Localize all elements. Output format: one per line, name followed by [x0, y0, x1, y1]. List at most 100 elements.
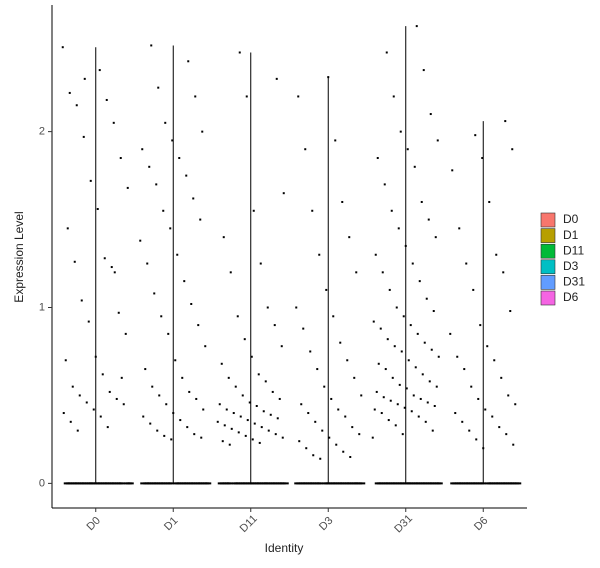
point [355, 271, 358, 274]
x-tick-label: D31 [392, 513, 415, 536]
point [498, 426, 501, 429]
point [404, 244, 407, 247]
point [506, 482, 513, 485]
point [171, 139, 174, 142]
point [248, 401, 251, 404]
point [178, 157, 181, 160]
point [399, 130, 402, 133]
point [172, 412, 175, 415]
point [84, 482, 91, 485]
point [382, 396, 385, 399]
point [62, 412, 65, 415]
point [486, 345, 489, 348]
point [312, 454, 315, 457]
point [297, 95, 300, 98]
point [392, 95, 395, 98]
point [201, 130, 204, 133]
point [87, 320, 90, 323]
point [431, 429, 434, 432]
point [64, 359, 67, 362]
point [401, 433, 404, 436]
point [186, 426, 189, 429]
point [181, 376, 184, 379]
point [420, 200, 423, 203]
point [155, 183, 158, 186]
point [275, 77, 278, 80]
point [204, 345, 207, 348]
legend-label: D1 [563, 228, 579, 242]
point [328, 436, 331, 439]
point [173, 482, 180, 485]
point [164, 482, 171, 485]
point [513, 482, 520, 485]
point [421, 373, 424, 376]
point [252, 482, 259, 485]
point [93, 482, 100, 485]
point [227, 376, 230, 379]
point [253, 422, 256, 425]
point [318, 253, 321, 256]
point [232, 412, 235, 415]
point [385, 51, 388, 54]
point [458, 227, 461, 230]
point [491, 415, 494, 418]
point [281, 436, 284, 439]
point [153, 292, 156, 295]
y-tick-label: 2 [39, 126, 45, 138]
point [139, 239, 142, 242]
point [266, 306, 269, 309]
point [402, 482, 409, 485]
point [337, 408, 340, 411]
point [103, 257, 106, 260]
point [381, 482, 388, 485]
point [329, 482, 336, 485]
point [162, 209, 165, 212]
point [430, 348, 433, 351]
point [391, 376, 394, 379]
point [241, 394, 244, 397]
point [456, 355, 459, 358]
point [274, 433, 277, 436]
point [92, 408, 95, 411]
point [321, 429, 324, 432]
point [437, 355, 440, 358]
point [462, 482, 469, 485]
point [325, 288, 328, 291]
point [231, 482, 238, 485]
legend-key [540, 243, 556, 259]
point [400, 350, 403, 353]
point [397, 227, 400, 230]
point [150, 44, 153, 47]
point [115, 397, 118, 400]
point [68, 91, 71, 94]
point [77, 482, 84, 485]
point [379, 327, 382, 330]
point [101, 373, 104, 376]
point [89, 179, 92, 182]
point [300, 403, 303, 406]
point [267, 429, 270, 432]
point [70, 482, 77, 485]
point [423, 341, 426, 344]
point [351, 426, 354, 429]
point [278, 397, 281, 400]
point [238, 482, 245, 485]
point [234, 385, 237, 388]
point [450, 482, 457, 485]
point [479, 324, 482, 327]
point [461, 420, 464, 423]
point [428, 380, 431, 383]
point [350, 482, 357, 485]
point [339, 341, 342, 344]
point [322, 482, 329, 485]
point [463, 368, 466, 371]
point [424, 420, 427, 423]
point [107, 482, 114, 485]
point [403, 406, 406, 409]
point [239, 415, 242, 418]
point [195, 397, 198, 400]
point [504, 120, 507, 123]
point [180, 482, 187, 485]
point [349, 455, 352, 458]
point [80, 299, 83, 302]
